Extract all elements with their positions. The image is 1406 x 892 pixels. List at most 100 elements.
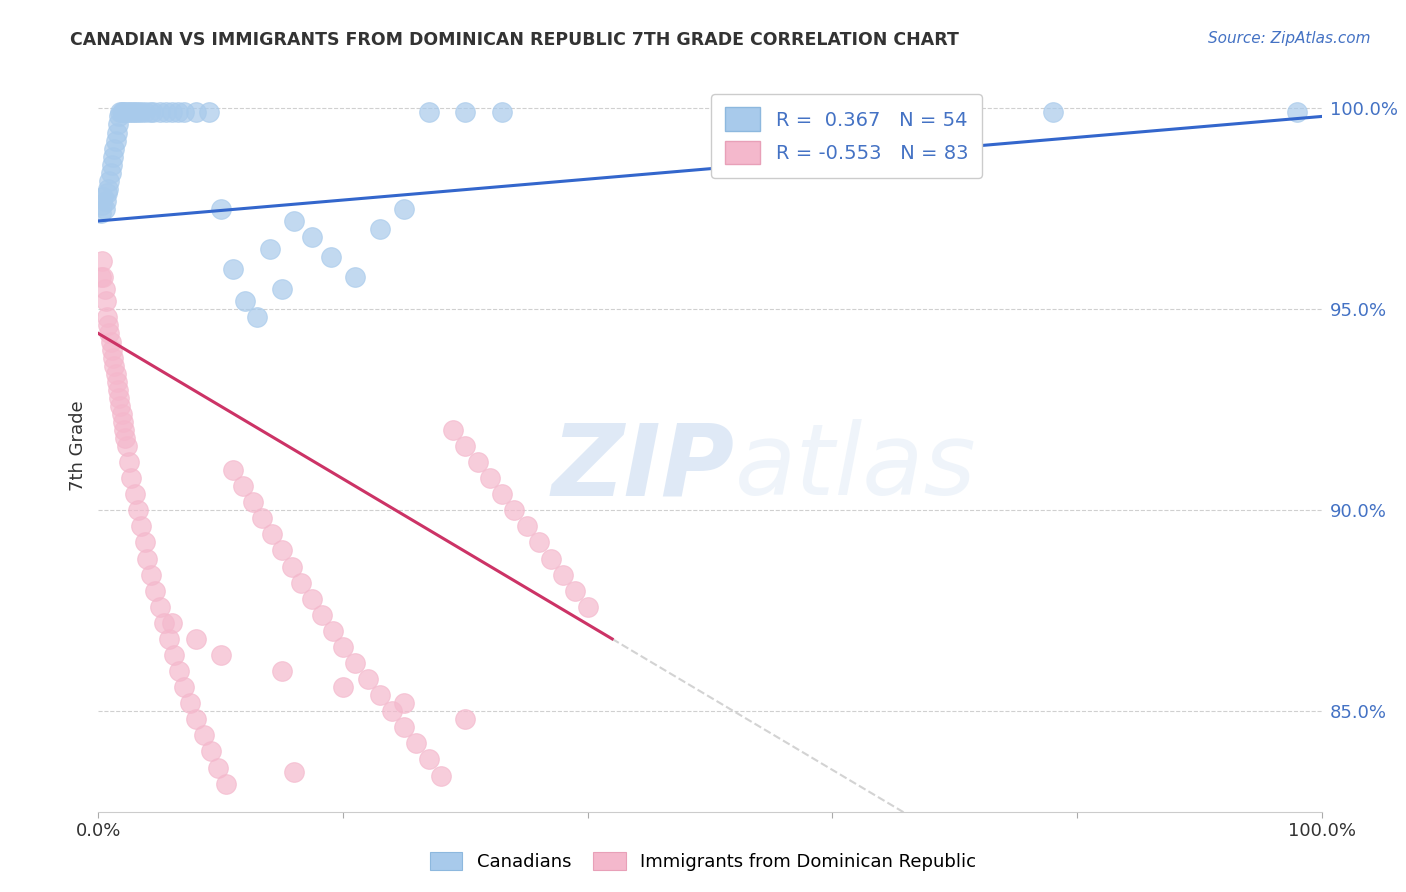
Point [491,487,513,501]
Point [173,680,195,694]
Point [121,105,143,120]
Point [207,760,229,774]
Point [322,624,344,638]
Point [454,105,477,120]
Point [90,206,112,220]
Point [155,105,177,120]
Point [91,270,114,285]
Point [467,455,489,469]
Point [117,105,139,120]
Point [104,367,127,381]
Point [179,696,201,710]
Point [96,310,118,325]
Point [111,415,134,429]
Point [104,134,127,148]
Point [356,672,378,686]
Point [344,656,367,670]
Point [246,310,269,325]
Text: ZIP: ZIP [551,419,734,516]
Point [491,105,513,120]
Point [392,696,416,710]
Point [1286,105,1309,120]
Point [163,648,186,662]
Point [91,190,114,204]
Point [107,383,129,397]
Point [280,559,302,574]
Point [160,105,183,120]
Point [193,728,215,742]
Point [197,105,219,120]
Point [91,254,114,268]
Point [143,583,166,598]
Point [120,105,142,120]
Point [405,736,427,750]
Point [576,599,599,614]
Point [101,351,124,365]
Point [94,294,117,309]
Point [167,105,190,120]
Point [97,182,120,196]
Point [392,202,416,216]
Point [108,391,131,405]
Point [222,262,245,277]
Point [111,105,134,120]
Point [368,688,391,702]
Point [381,704,404,718]
Point [270,664,294,678]
Point [114,431,136,445]
Point [93,202,115,216]
Point [821,105,844,120]
Point [283,214,305,228]
Point [344,270,367,285]
Point [134,105,156,120]
Point [167,664,190,678]
Point [478,471,501,485]
Point [118,455,141,469]
Point [232,479,254,493]
Point [173,105,195,120]
Point [129,105,152,120]
Legend: R =  0.367   N = 54, R = -0.553   N = 83: R = 0.367 N = 54, R = -0.553 N = 83 [711,94,981,178]
Point [124,105,146,120]
Point [209,648,232,662]
Point [200,744,222,758]
Point [100,166,122,180]
Point [233,294,256,309]
Point [114,105,136,120]
Point [392,720,416,734]
Point [332,640,354,654]
Point [129,519,152,533]
Point [503,503,526,517]
Point [105,126,128,140]
Point [100,334,122,349]
Point [418,752,440,766]
Point [418,105,440,120]
Point [252,511,274,525]
Point [454,712,477,726]
Point [319,250,342,264]
Point [111,105,134,120]
Point [270,282,294,296]
Point [283,764,305,779]
Point [290,575,312,590]
Point [127,503,149,517]
Point [149,105,172,120]
Point [101,150,124,164]
Point [98,174,121,188]
Text: atlas: atlas [734,419,976,516]
Point [110,399,132,413]
Point [301,230,323,244]
Point [332,680,354,694]
Text: Source: ZipAtlas.com: Source: ZipAtlas.com [1208,31,1371,46]
Point [160,615,183,630]
Point [139,567,162,582]
Point [90,270,112,285]
Point [157,632,180,646]
Point [105,375,128,389]
Point [311,607,333,622]
Text: CANADIAN VS IMMIGRANTS FROM DOMINICAN REPUBLIC 7TH GRADE CORRELATION CHART: CANADIAN VS IMMIGRANTS FROM DOMINICAN RE… [70,31,959,49]
Point [101,158,124,172]
Point [262,527,284,541]
Point [222,463,245,477]
Point [103,142,125,156]
